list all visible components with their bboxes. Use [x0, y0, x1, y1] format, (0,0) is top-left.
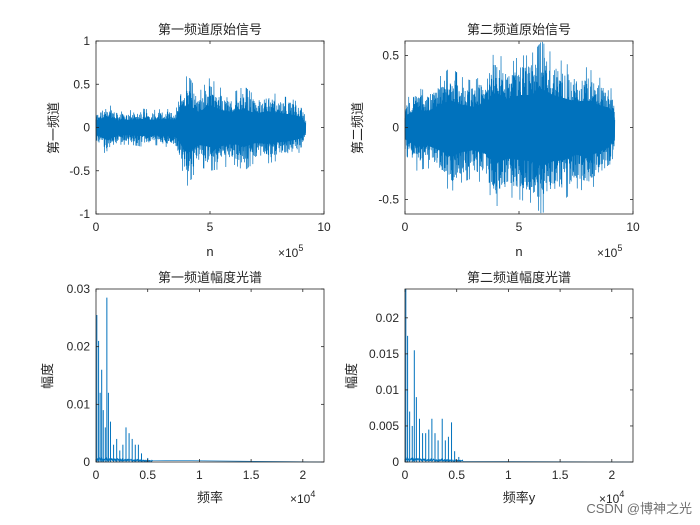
panel-2-xlabel: n	[515, 244, 522, 259]
panel-4-plot	[404, 289, 634, 463]
x-tick-label: 0	[93, 220, 100, 234]
panel-4: 第二频道幅度光谱 0 0.5 1 1.5 2 0 0.005 0.01 0.015 0.02 频率…	[344, 270, 634, 506]
panel-3-axes-box	[95, 288, 325, 463]
panel-3-xlabel: 频率	[197, 490, 223, 505]
x-tick-label: 1	[196, 468, 203, 482]
panel-2-plot	[404, 41, 616, 214]
spectrum-line	[95, 456, 325, 463]
y-tick-label: 0.02	[67, 340, 91, 354]
panel-1-x-multiplier: ×105	[278, 243, 303, 260]
x-tick-label: 10	[317, 220, 331, 234]
x-tick-label: 0	[402, 220, 409, 234]
y-tick-label: -1	[79, 207, 90, 221]
y-tick-label: 0.5	[382, 48, 399, 62]
panel-4-title: 第二频道幅度光谱	[467, 270, 571, 286]
x-tick-label: 0	[93, 468, 100, 482]
x-tick-label: 5	[516, 220, 523, 234]
panel-4-ylabel: 幅度	[344, 363, 360, 389]
y-tick-label: -0.5	[69, 164, 90, 178]
y-tick-label: 0	[392, 455, 399, 469]
spectrum-line	[404, 456, 634, 463]
y-tick-label: -0.5	[378, 193, 399, 207]
panel-4-xlabel: 频率y	[503, 490, 536, 505]
x-tick-label: 2	[608, 468, 615, 482]
panel-1: 第一频道原始信号 0 5 10 -1 -0.5 0 0.5 1 n ×105 第一频道	[47, 23, 331, 260]
y-tick-label: 0	[392, 121, 399, 135]
panel-3: 第一频道幅度光谱 0 0.5 1 1.5 200.010.020.03 频率 ×104 …	[40, 270, 325, 506]
panel-3-title: 第一频道幅度光谱	[158, 270, 262, 286]
waveform-line	[95, 76, 307, 186]
y-tick-label: 0.01	[67, 397, 91, 411]
x-tick-label: 2	[299, 468, 306, 482]
panel-2-title: 第二频道原始信号	[467, 23, 571, 38]
waveform-line	[404, 41, 616, 214]
panel-1-title: 第一频道原始信号	[158, 23, 262, 38]
y-tick-label: 0.01	[376, 383, 400, 397]
panel-1-plot	[95, 76, 307, 186]
panel-2: 第二频道原始信号 0 5 10-0.500.5 n ×105 第二频道	[351, 23, 640, 260]
x-tick-label: 10	[626, 220, 640, 234]
watermark: CSDN @博神之光	[586, 501, 692, 516]
panel-2-ylabel: 第二频道	[351, 102, 366, 154]
panel-2-x-multiplier: ×105	[597, 243, 622, 260]
x-tick-label: 1.5	[552, 468, 569, 482]
x-tick-label: 5	[207, 220, 214, 234]
panel-1-ylabel: 第一频道	[47, 102, 62, 154]
panel-4-ticks: 0 0.5 1 1.5 2 0 0.005 0.01 0.015 0.02	[369, 289, 633, 482]
panel-3-plot	[95, 297, 325, 463]
x-tick-label: 1.5	[243, 468, 260, 482]
panel-2-ticks: 0 5 10-0.500.5	[378, 41, 640, 234]
panel-3-ticks: 0 0.5 1 1.5 2 0 0.01 0.02 0.03	[67, 282, 324, 482]
x-tick-label: 0.5	[448, 468, 465, 482]
x-tick-label: 0	[402, 468, 409, 482]
y-tick-label: 0	[83, 455, 90, 469]
y-tick-label: 1	[83, 34, 90, 48]
panel-1-xlabel: n	[206, 244, 213, 259]
panel-1-ticks: 0 5 10 -1 -0.5 0 0.5 1	[69, 34, 331, 234]
y-tick-label: 0.03	[67, 282, 91, 296]
y-tick-label: 0.02	[376, 311, 400, 325]
panel-4-axes-box	[404, 288, 634, 463]
y-tick-label: 0.015	[369, 347, 399, 361]
panel-3-ylabel: 幅度	[40, 363, 56, 389]
panel-3-x-multiplier: ×104	[290, 489, 315, 506]
x-tick-label: 0.5	[139, 468, 156, 482]
x-tick-label: 1	[505, 468, 512, 482]
y-tick-label: 0.005	[369, 419, 399, 433]
y-tick-label: 0.5	[73, 77, 90, 91]
y-tick-label: 0	[83, 121, 90, 135]
panel-4-x-multiplier: ×104	[599, 489, 624, 506]
